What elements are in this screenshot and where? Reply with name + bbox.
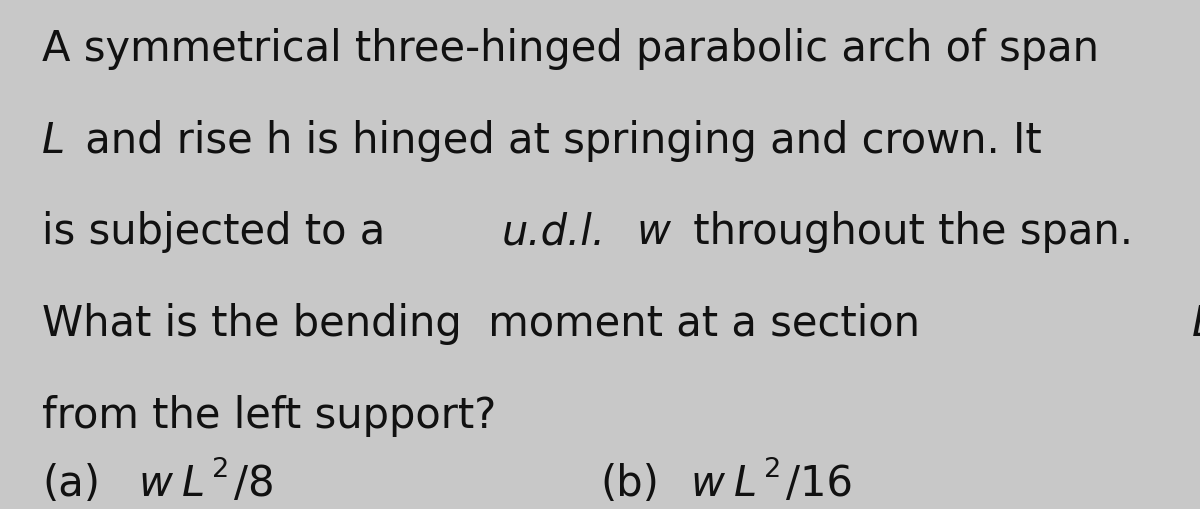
Text: L: L — [182, 463, 205, 505]
Text: 2: 2 — [764, 457, 781, 483]
Text: L: L — [1192, 303, 1200, 345]
Text: u.d.l.: u.d.l. — [502, 211, 606, 253]
Text: w: w — [636, 211, 671, 253]
Text: w: w — [690, 463, 724, 505]
Text: /8: /8 — [234, 463, 275, 505]
Text: L: L — [734, 463, 757, 505]
Text: L: L — [42, 120, 65, 162]
Text: What is the bending  moment at a section: What is the bending moment at a section — [42, 303, 934, 345]
Text: (b): (b) — [600, 463, 659, 505]
Text: (a): (a) — [42, 463, 100, 505]
Text: /16: /16 — [786, 463, 853, 505]
Text: w: w — [138, 463, 172, 505]
Text: and rise h is hinged at springing and crown. It: and rise h is hinged at springing and cr… — [72, 120, 1042, 162]
Text: A symmetrical three-hinged parabolic arch of span: A symmetrical three-hinged parabolic arc… — [42, 28, 1099, 70]
Text: throughout the span.: throughout the span. — [680, 211, 1133, 253]
Text: is subjected to a: is subjected to a — [42, 211, 398, 253]
Text: from the left support?: from the left support? — [42, 394, 497, 437]
Text: 2: 2 — [212, 457, 229, 483]
